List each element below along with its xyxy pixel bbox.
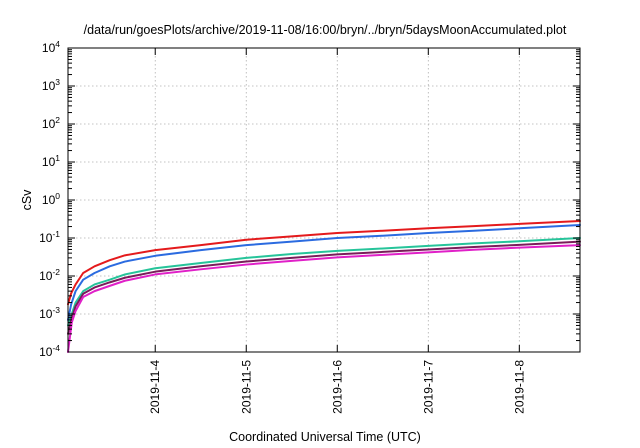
y-tick-label: 103 [42, 77, 60, 93]
series-line-3 [67, 237, 581, 327]
y-tick-exponent: -3 [52, 305, 60, 315]
x-tick-label: 2019-11-6 [330, 360, 344, 414]
y-tick-base: 10 [42, 193, 56, 207]
y-tick-exponent: 2 [55, 115, 60, 125]
x-tick-label: 2019-11-5 [239, 360, 253, 414]
y-tick-base: 10 [39, 269, 53, 283]
series-line-4 [67, 240, 581, 335]
y-tick-base: 10 [42, 117, 56, 131]
y-axis-label: cSv [20, 189, 34, 211]
y-tick-exponent: -4 [52, 343, 60, 353]
y-tick-exponent: 1 [55, 153, 60, 163]
y-tick-label: 100 [42, 191, 60, 207]
series-line-5 [67, 244, 581, 353]
y-tick-exponent: 4 [55, 39, 60, 49]
y-tick-exponent: 3 [55, 77, 60, 87]
x-tick-label: 2019-11-7 [421, 360, 435, 414]
y-tick-base: 10 [39, 231, 53, 245]
y-tick-base: 10 [42, 41, 56, 55]
axis-ticks: 10-410-310-210-11001011021031042019-11-4… [39, 39, 580, 414]
x-tick-label: 2019-11-8 [512, 360, 526, 414]
y-tick-label: 101 [42, 153, 60, 169]
y-tick-label: 10-2 [39, 267, 60, 283]
series-group [67, 220, 581, 353]
grid [68, 48, 580, 352]
y-tick-label: 10-3 [39, 305, 60, 321]
y-tick-exponent: 0 [55, 191, 60, 201]
y-tick-base: 10 [42, 79, 56, 93]
y-tick-label: 102 [42, 115, 60, 131]
x-tick-label: 2019-11-4 [148, 360, 162, 414]
y-tick-exponent: -1 [52, 229, 60, 239]
series-line-1 [67, 220, 581, 306]
y-tick-base: 10 [42, 155, 56, 169]
y-tick-base: 10 [39, 307, 53, 321]
y-tick-label: 10-1 [39, 229, 60, 245]
chart-title: /data/run/goesPlots/archive/2019-11-08/1… [84, 23, 567, 37]
y-tick-exponent: -2 [52, 267, 60, 277]
y-tick-label: 104 [42, 39, 60, 55]
y-tick-base: 10 [39, 345, 53, 359]
series-line-2 [67, 223, 581, 321]
x-axis-label: Coordinated Universal Time (UTC) [229, 430, 421, 444]
y-tick-label: 10-4 [39, 343, 60, 359]
